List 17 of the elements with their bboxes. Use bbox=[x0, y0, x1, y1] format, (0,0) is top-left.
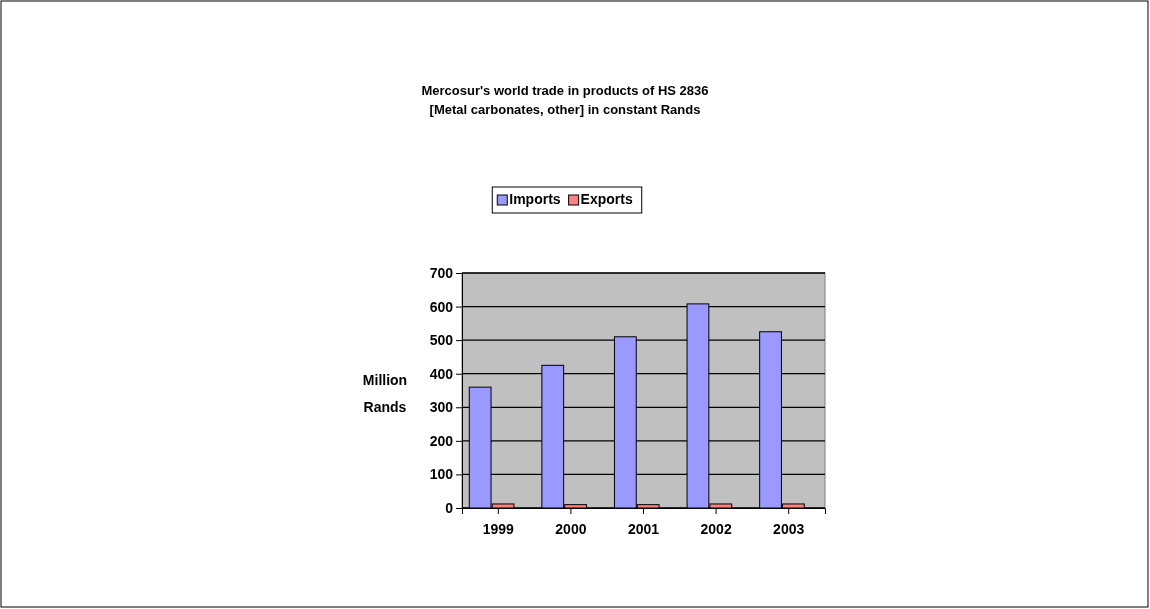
y-tick-label: 0 bbox=[445, 499, 454, 516]
x-tick-label: 2003 bbox=[773, 520, 805, 537]
chart-title: Mercosur's world trade in products of HS 2836 [Metal carbonates, other] in constant Rands bbox=[421, 83, 709, 117]
y-tick-label: 700 bbox=[429, 264, 454, 281]
y-axis-title: Million Rands bbox=[362, 372, 408, 415]
legend-label: Imports bbox=[509, 191, 561, 207]
x-tick-label: 2002 bbox=[700, 520, 732, 537]
y-tick-label: 400 bbox=[429, 365, 454, 382]
y-tick-label: 300 bbox=[429, 399, 454, 416]
y-tick-label: 100 bbox=[429, 466, 454, 483]
y-tick-label: 600 bbox=[429, 298, 454, 315]
x-tick-label: 2000 bbox=[555, 520, 587, 537]
legend-label: Exports bbox=[580, 191, 633, 207]
x-tick-label: 2001 bbox=[627, 520, 660, 537]
y-tick-label: 500 bbox=[429, 332, 454, 349]
y-tick-label: 200 bbox=[429, 432, 454, 449]
x-tick-label: 1999 bbox=[482, 520, 515, 537]
